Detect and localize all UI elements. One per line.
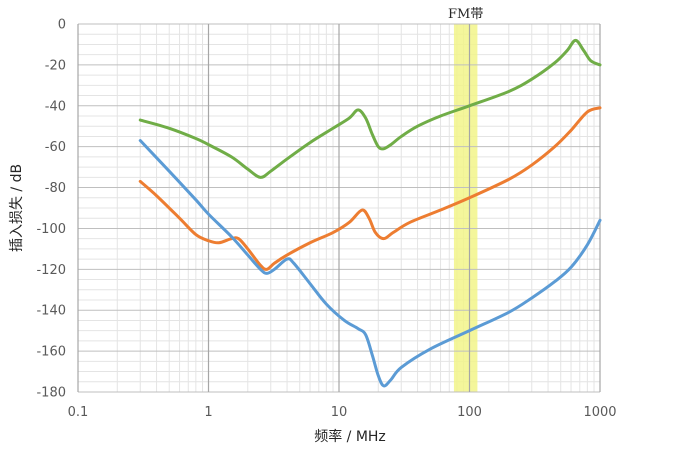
y-tick-label: -120: [36, 263, 66, 278]
y-tick-label: -60: [45, 140, 66, 155]
y-axis-title: 插入损失 / dB: [9, 164, 25, 252]
y-tick-label: -140: [36, 304, 66, 319]
y-tick-label: -40: [45, 99, 66, 114]
y-tick-labels: 0 -20 -40 -60 -80 -100 -120 -140 -160 -180: [36, 18, 66, 401]
x-axis-title: 频率 / MHz: [314, 428, 386, 445]
series-line-3: [138, 139, 602, 388]
fm-band-label: FM带: [448, 7, 483, 22]
x-tick-label: 100: [457, 405, 482, 420]
series-line-1: [138, 38, 602, 179]
x-tick-labels: 0.1 1 10 100 1000: [68, 405, 617, 420]
x-tick-label: 1: [204, 405, 212, 420]
y-tick-label: -160: [36, 345, 66, 360]
x-tick-label: 0.1: [68, 405, 89, 420]
y-tick-label: -100: [36, 222, 66, 237]
fm-band-layer: FM带: [448, 7, 483, 392]
minor-grid: [78, 24, 600, 392]
series-layer: [138, 38, 602, 388]
y-tick-label: -80: [45, 181, 66, 196]
x-tick-label: 1000: [583, 405, 616, 420]
fm-band: [453, 24, 478, 392]
x-tick-label: 10: [331, 405, 348, 420]
y-tick-label: 0: [58, 18, 66, 33]
y-tick-label: -180: [36, 386, 66, 401]
y-tick-label: -20: [45, 58, 66, 73]
series-line-2: [138, 106, 602, 271]
